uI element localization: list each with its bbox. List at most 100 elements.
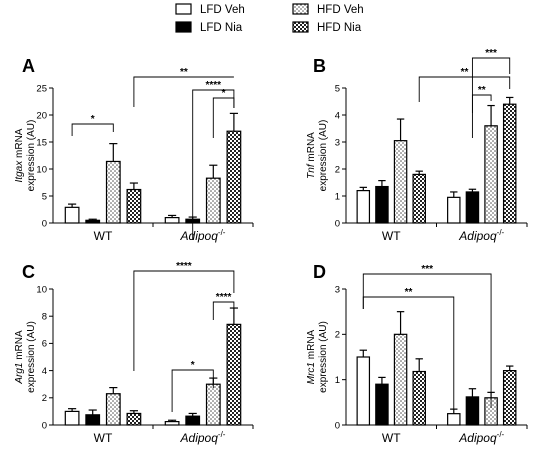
bar-lfd-nia: [85, 414, 101, 426]
significance-label: **: [405, 287, 413, 298]
panel-a: A Itgax mRNAexpression (AU) 0 5 10 15 20 25 WT Ad…: [14, 56, 254, 243]
y-tick-label: 2: [335, 330, 340, 341]
y-tick-label: 2: [42, 393, 47, 404]
y-tick-label: 5: [335, 83, 340, 94]
significance-label: ***: [485, 48, 497, 59]
significance-label: **: [180, 67, 188, 78]
x-group-name: Adipoq: [458, 431, 497, 445]
x-group-suffix: -/-: [497, 228, 505, 237]
legend-item-hfd-nia: HFD Nia: [292, 21, 362, 34]
significance-label: *: [91, 114, 95, 125]
y-tick-label: 0: [42, 420, 47, 431]
x-group-name: Adipoq: [180, 229, 219, 243]
y-tick-label: 0: [335, 218, 340, 229]
bar-lfd-veh: [164, 421, 180, 426]
significance-label: *: [191, 360, 195, 371]
x-group-label: WT: [94, 431, 113, 445]
bar-hfd-veh: [484, 125, 498, 224]
y-tick-label: 10: [36, 284, 47, 295]
bar-hfd-veh: [205, 383, 221, 426]
y-axis-label: Tnf mRNAexpression (AU): [306, 120, 329, 192]
legend-item-lfd-veh: LFD Veh: [175, 3, 245, 16]
y-tick-label: 15: [36, 137, 47, 148]
bar-lfd-veh: [447, 413, 461, 426]
bar-lfd-nia: [465, 191, 480, 224]
bar-lfd-nia: [375, 383, 389, 426]
significance-label: ****: [216, 292, 232, 303]
legend-swatch-solid: [175, 21, 192, 33]
y-axis-label: Itgax mRNAexpression (AU): [14, 120, 37, 192]
bar-hfd-nia: [126, 188, 142, 224]
bar-hfd-nia: [502, 103, 517, 224]
bar-hfd-veh: [393, 140, 408, 224]
y-axis-unit: mRNA: [14, 128, 25, 161]
significance-bracket: [418, 76, 511, 102]
x-group-suffix: -/-: [218, 430, 226, 439]
panel-b: B Tnf mRNAexpression (AU) 0 1 2 3 4 5 WT Adipoq-/…: [306, 48, 528, 243]
y-tick-label: 5: [42, 191, 47, 202]
y-tick-label: 6: [42, 339, 47, 350]
bar-lfd-veh: [64, 206, 80, 224]
legend-label: HFD Nia: [317, 22, 362, 34]
y-axis-unit: mRNA: [306, 132, 317, 165]
y-tick-label: 2: [335, 164, 340, 175]
x-group-label: WT: [382, 229, 401, 243]
y-tick-label: 0: [335, 420, 340, 431]
y-tick-label: 3: [335, 284, 340, 295]
bar-lfd-veh: [64, 410, 80, 426]
bar-hfd-nia: [412, 173, 426, 224]
bar-lfd-veh: [356, 190, 371, 224]
y-tick-label: 3: [335, 137, 340, 148]
legend-label: HFD Veh: [317, 4, 364, 16]
y-tick-label: 0: [42, 218, 47, 229]
legend-item-lfd-nia: LFD Nia: [175, 21, 243, 34]
significance-label: ****: [176, 261, 192, 272]
y-axis-unit-line2: expression (AU): [26, 321, 37, 393]
significance-bracket: [133, 76, 234, 107]
bar-lfd-nia: [185, 415, 201, 426]
significance-bracket: [71, 123, 114, 136]
y-axis-gene: Arg1: [14, 363, 25, 385]
y-tick-label: 4: [42, 366, 47, 377]
y-axis-unit: mRNA: [306, 329, 317, 362]
y-axis-unit: mRNA: [14, 330, 25, 363]
x-group-label: Adipoq-/-: [458, 430, 504, 445]
y-axis-unit-line2: expression (AU): [26, 120, 37, 192]
significance-bracket: [133, 270, 235, 371]
legend: LFD Veh HFD Veh LFD Nia HFD Nia: [175, 3, 364, 34]
x-group-name: WT: [94, 229, 113, 243]
significance-label: ****: [206, 80, 222, 91]
x-group-name: WT: [382, 431, 401, 445]
significance-bracket: [212, 97, 235, 138]
bar-hfd-nia: [126, 412, 142, 426]
significance-bracket: [171, 369, 214, 412]
bar-hfd-veh: [105, 160, 121, 224]
legend-item-hfd-veh: HFD Veh: [292, 3, 364, 16]
y-axis-unit-line2: expression (AU): [318, 120, 329, 192]
panel-letter: B: [313, 56, 326, 76]
y-axis-gene: Mrc1: [306, 362, 317, 384]
panel-letter: C: [22, 262, 35, 282]
legend-label: LFD Nia: [200, 22, 243, 34]
x-group-label: Adipoq-/-: [180, 228, 226, 243]
bar-lfd-nia: [85, 219, 101, 224]
bar-hfd-nia: [502, 370, 517, 426]
x-group-suffix: -/-: [218, 228, 226, 237]
y-tick-label: 8: [42, 312, 47, 323]
bar-lfd-veh: [164, 217, 180, 224]
significance-label: *: [222, 88, 226, 99]
x-group-suffix: -/-: [497, 430, 505, 439]
y-axis-unit-line2: expression (AU): [318, 321, 329, 393]
bar-lfd-veh: [447, 196, 461, 224]
panel-d: D Mrc1 mRNAexpression (AU) 0 1 2 3 WT Adipoq-/-…: [306, 262, 528, 445]
y-tick-label: 1: [335, 375, 340, 386]
x-group-name: Adipoq: [180, 431, 219, 445]
y-tick-label: 1: [335, 191, 340, 202]
significance-bracket: [471, 94, 492, 138]
significance-bracket: [362, 273, 492, 408]
y-axis-label: Mrc1 mRNAexpression (AU): [306, 321, 329, 393]
y-tick-label: 25: [36, 83, 47, 94]
panel-letter: D: [313, 262, 326, 282]
